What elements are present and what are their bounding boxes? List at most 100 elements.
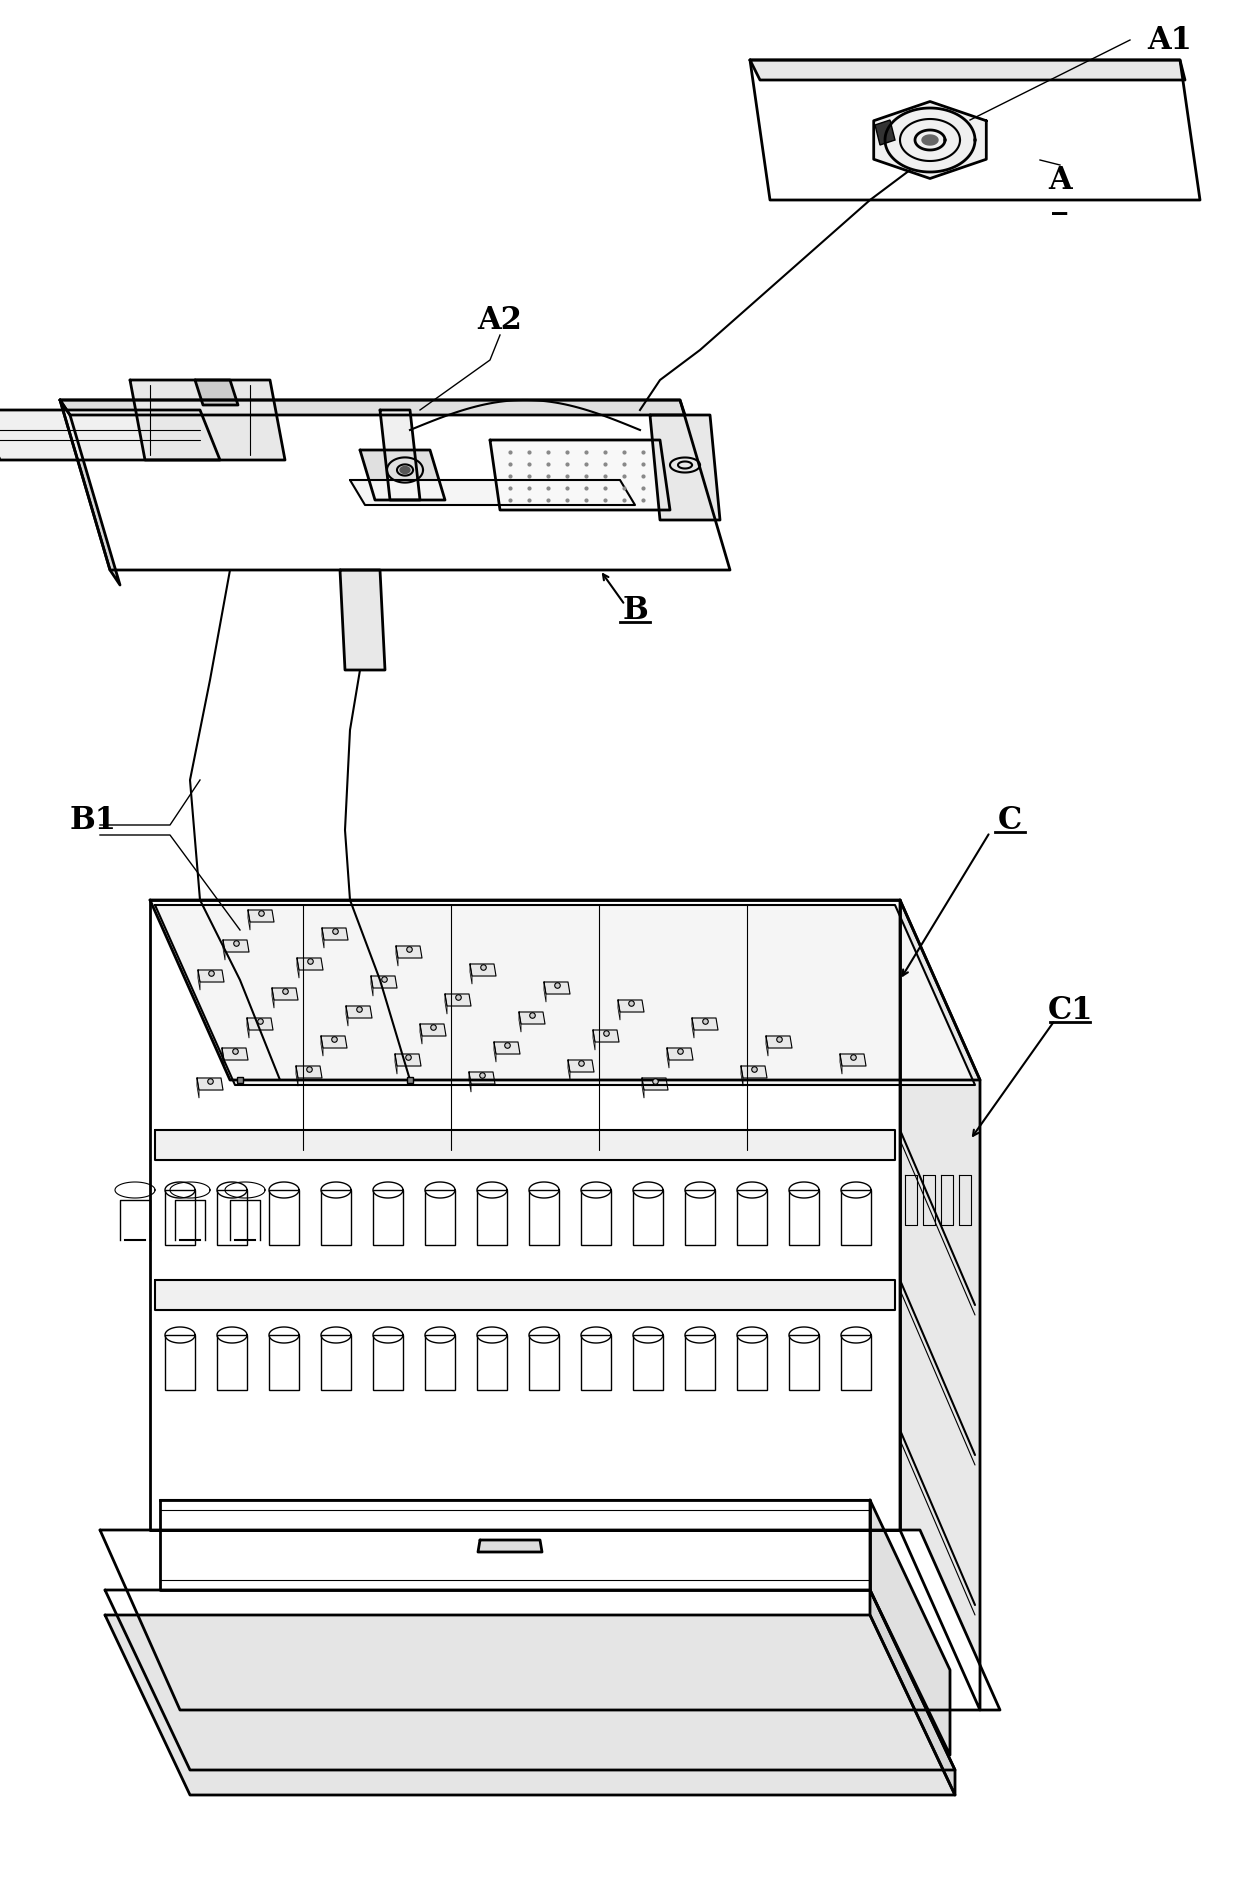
Polygon shape (420, 1025, 422, 1043)
Polygon shape (296, 1066, 322, 1077)
Polygon shape (789, 1190, 818, 1245)
Polygon shape (379, 410, 420, 500)
Polygon shape (223, 940, 249, 951)
Polygon shape (346, 1006, 348, 1026)
Polygon shape (632, 1335, 663, 1389)
Polygon shape (742, 1066, 743, 1087)
Polygon shape (248, 910, 274, 921)
Polygon shape (269, 1190, 299, 1245)
Polygon shape (470, 964, 472, 983)
Polygon shape (789, 1335, 818, 1389)
Polygon shape (371, 976, 373, 996)
Polygon shape (155, 904, 975, 1085)
Polygon shape (470, 964, 496, 976)
Polygon shape (469, 1072, 471, 1092)
Polygon shape (360, 449, 445, 500)
Polygon shape (618, 1000, 644, 1011)
Polygon shape (396, 1055, 422, 1066)
Polygon shape (373, 1335, 403, 1389)
Polygon shape (494, 1042, 520, 1055)
Polygon shape (477, 1335, 507, 1389)
Polygon shape (197, 1077, 223, 1090)
Text: _: _ (1053, 184, 1068, 214)
Polygon shape (197, 1077, 198, 1098)
Polygon shape (322, 929, 348, 940)
Polygon shape (568, 1060, 594, 1072)
Polygon shape (321, 1036, 322, 1057)
Polygon shape (222, 1047, 224, 1068)
Polygon shape (150, 901, 980, 1079)
Polygon shape (272, 989, 274, 1008)
Polygon shape (425, 1335, 455, 1389)
Polygon shape (321, 1036, 347, 1047)
Polygon shape (692, 1017, 694, 1038)
Polygon shape (105, 1615, 955, 1795)
Polygon shape (766, 1036, 792, 1047)
Polygon shape (900, 901, 980, 1711)
Polygon shape (401, 466, 410, 474)
Polygon shape (340, 570, 384, 669)
Polygon shape (667, 1047, 670, 1068)
Polygon shape (222, 1047, 248, 1060)
Text: B: B (622, 594, 647, 626)
Polygon shape (346, 1006, 372, 1017)
Polygon shape (165, 1190, 195, 1245)
Polygon shape (425, 1190, 455, 1245)
Polygon shape (150, 901, 900, 1530)
Polygon shape (632, 1190, 663, 1245)
Polygon shape (684, 1190, 715, 1245)
Polygon shape (529, 1190, 559, 1245)
Polygon shape (477, 1190, 507, 1245)
Polygon shape (420, 1025, 446, 1036)
Polygon shape (544, 981, 570, 995)
Polygon shape (490, 440, 670, 509)
Polygon shape (60, 400, 730, 570)
Polygon shape (642, 1077, 644, 1098)
Polygon shape (477, 1540, 542, 1553)
Polygon shape (371, 976, 397, 989)
Polygon shape (350, 479, 635, 506)
Polygon shape (582, 1335, 611, 1389)
Polygon shape (445, 995, 471, 1006)
Polygon shape (322, 929, 324, 948)
Polygon shape (198, 970, 224, 981)
Polygon shape (494, 1042, 496, 1062)
Polygon shape (321, 1335, 351, 1389)
Polygon shape (100, 1530, 999, 1711)
Polygon shape (160, 1500, 870, 1590)
Text: B1: B1 (69, 805, 117, 835)
Polygon shape (321, 1190, 351, 1245)
Polygon shape (269, 1335, 299, 1389)
Text: A2: A2 (477, 305, 522, 335)
Polygon shape (839, 1055, 866, 1066)
Polygon shape (874, 102, 986, 179)
Text: C1: C1 (1048, 995, 1092, 1025)
Polygon shape (923, 135, 937, 145)
Polygon shape (593, 1030, 595, 1051)
Polygon shape (742, 1066, 768, 1077)
Polygon shape (737, 1190, 768, 1245)
Polygon shape (520, 1011, 546, 1025)
Polygon shape (737, 1335, 768, 1389)
Polygon shape (445, 995, 446, 1013)
Polygon shape (165, 1335, 195, 1389)
Polygon shape (373, 1190, 403, 1245)
Polygon shape (618, 1000, 620, 1021)
Polygon shape (298, 959, 299, 978)
Polygon shape (520, 1011, 521, 1032)
Polygon shape (568, 1060, 570, 1079)
Polygon shape (582, 1190, 611, 1245)
Polygon shape (198, 970, 200, 991)
Polygon shape (684, 1335, 715, 1389)
Polygon shape (105, 1590, 955, 1769)
Polygon shape (875, 120, 895, 145)
Polygon shape (195, 380, 238, 404)
Polygon shape (247, 1017, 273, 1030)
Text: A1: A1 (1148, 24, 1193, 56)
Polygon shape (841, 1190, 870, 1245)
Polygon shape (217, 1190, 247, 1245)
Polygon shape (155, 1130, 895, 1160)
Polygon shape (272, 989, 298, 1000)
Polygon shape (650, 415, 720, 521)
Polygon shape (130, 380, 285, 461)
